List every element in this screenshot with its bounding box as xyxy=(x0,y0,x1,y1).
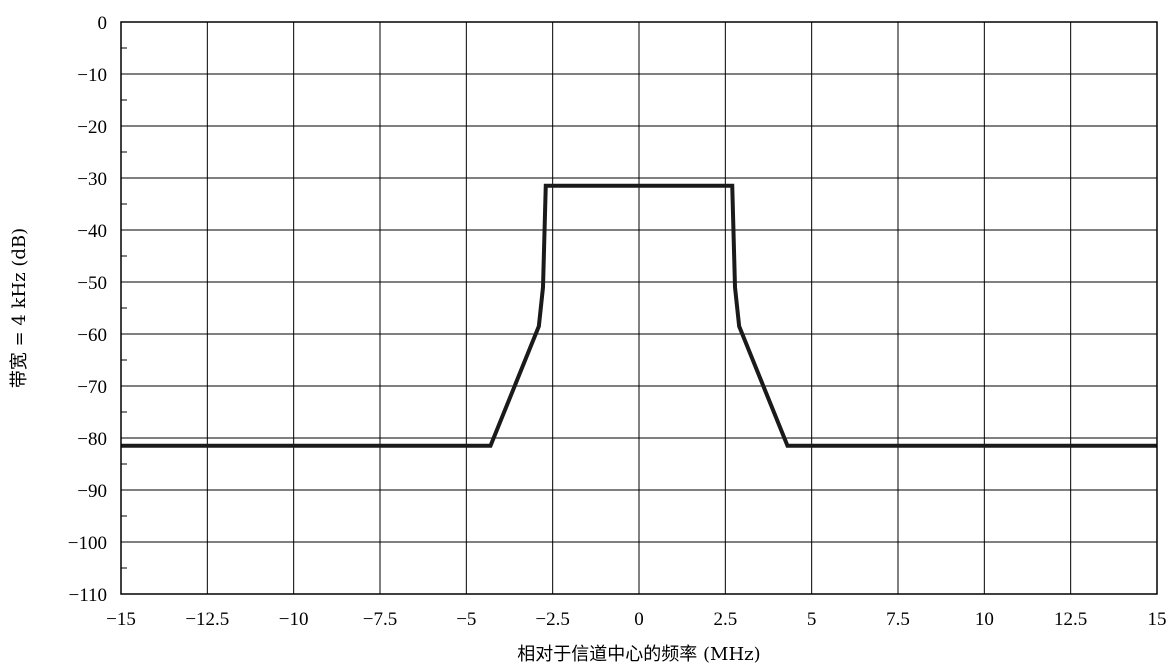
x-tick-label: 5 xyxy=(807,609,817,630)
y-tick-label: −30 xyxy=(77,169,107,190)
x-tick-label: −12.5 xyxy=(185,609,229,630)
y-tick-labels: 0 −10 −20 −30 −40 −50 −60 −70 −80 −90 −100 −110 xyxy=(68,13,107,606)
plot-frame xyxy=(120,21,1158,595)
x-tick-label: 7.5 xyxy=(886,609,910,630)
y-tick-label: −80 xyxy=(77,429,107,450)
y-tick-label: −20 xyxy=(77,117,107,138)
x-tick-label: 12.5 xyxy=(1054,609,1087,630)
y-tick-label: −40 xyxy=(77,221,107,242)
y-tick-label: −70 xyxy=(77,377,107,398)
x-axis-label: 相对于信道中心的频率 (MHz) xyxy=(517,644,760,665)
x-tick-label: −15 xyxy=(106,609,136,630)
x-tick-label: 15 xyxy=(1148,609,1167,630)
series-layer xyxy=(121,183,1157,448)
y-tick-label: −60 xyxy=(77,325,107,346)
y-axis-label: 带宽 = 4 kHz (dB) xyxy=(9,228,30,388)
x-tick-label: 10 xyxy=(975,609,994,630)
y-tick-label: −110 xyxy=(68,585,107,606)
x-tick-label: 2.5 xyxy=(713,609,737,630)
y-tick-label: −10 xyxy=(77,65,107,86)
x-tick-label: −2.5 xyxy=(535,609,569,630)
y-tick-label: 0 xyxy=(98,13,108,34)
y-tick-label: −100 xyxy=(68,533,107,554)
y-tick-label: −50 xyxy=(77,273,107,294)
x-tick-labels: −15 −12.5 −10 −7.5 −5 −2.5 0 2.5 5 7.5 10 12.5 15 xyxy=(106,609,1166,630)
y-tick-label: −90 xyxy=(77,481,107,502)
x-tick-label: 0 xyxy=(634,609,644,630)
x-tick-label: −10 xyxy=(279,609,309,630)
x-tick-label: −5 xyxy=(456,609,476,630)
x-tick-label: −7.5 xyxy=(363,609,397,630)
grid-layer xyxy=(121,22,1157,594)
series-line-0 xyxy=(121,183,1157,448)
minor-tick-layer xyxy=(121,47,127,569)
